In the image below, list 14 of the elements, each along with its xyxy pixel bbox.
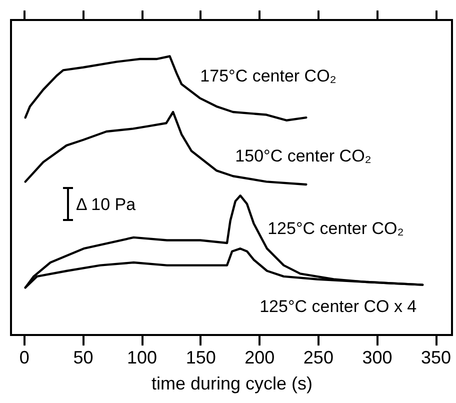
- x-tick-label: 100: [127, 348, 158, 368]
- series-label: 125°C center CO₂: [268, 218, 404, 238]
- x-tick-label: 250: [303, 348, 334, 368]
- x-tick-label: 350: [421, 348, 452, 368]
- x-tick-label: 150: [186, 348, 216, 368]
- series-label: 125°C center CO x 4: [260, 296, 417, 316]
- series-label: 150°C center CO₂: [235, 146, 372, 166]
- series-label: 175°C center CO₂: [200, 66, 336, 86]
- x-tick-label: 200: [244, 348, 275, 368]
- x-tick-label: 0: [19, 348, 30, 368]
- x-tick-label: 300: [362, 348, 392, 368]
- x-tick-label: 50: [73, 348, 94, 368]
- annotation: Δ 10 Pa: [76, 195, 136, 214]
- x-axis-title: time during cycle (s): [151, 374, 313, 394]
